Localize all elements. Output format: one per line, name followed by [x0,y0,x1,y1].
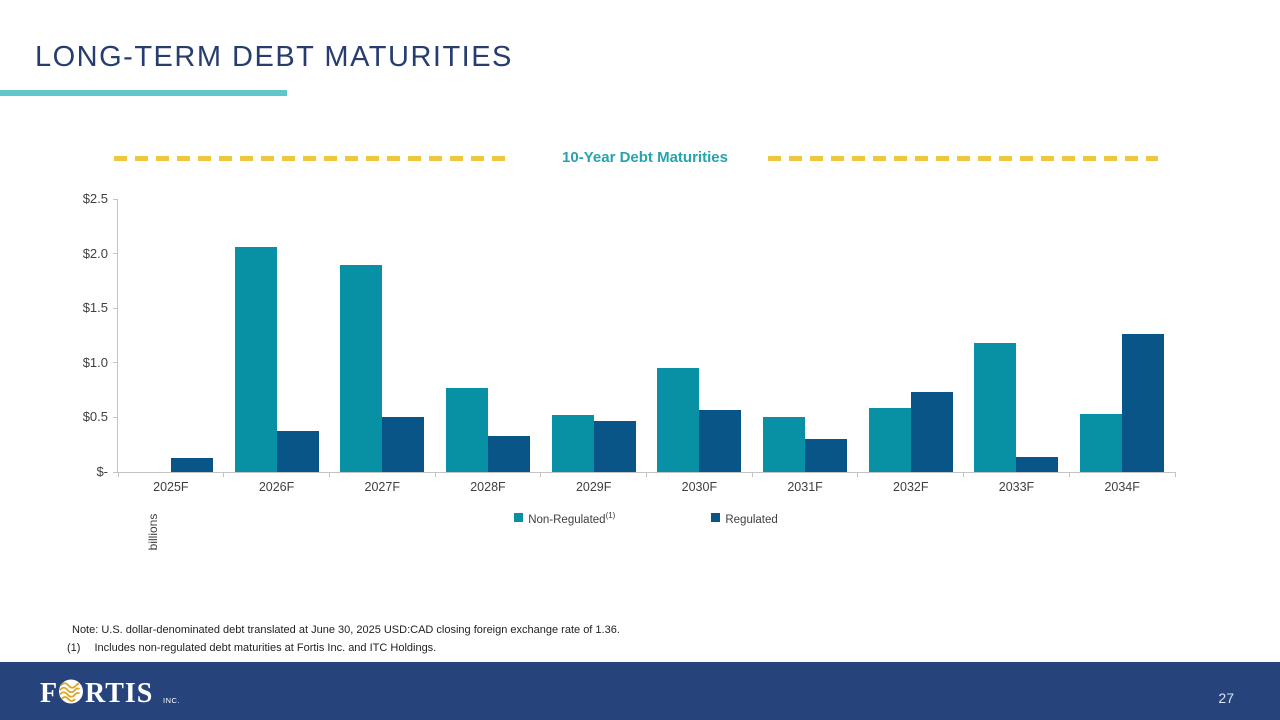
bar-group-2031f [752,199,858,472]
bar-non-regulated-2027f [340,264,383,472]
x-axis-label-2033f: 2033F [998,480,1035,494]
legend-swatch-navy-icon [711,513,721,522]
x-axis-label-2027f: 2027F [364,480,400,494]
x-axis-label-2030f: 2030F [681,480,718,494]
bar-group-2034f [1069,199,1175,472]
bar-group-2030f [647,199,753,472]
bar-regulated-2026f [276,430,319,472]
x-axis-tick-mark [751,472,753,477]
legend-label: Regulated [725,513,778,526]
x-axis-tick-mark [646,472,647,477]
svg-text:RTIS: RTIS [85,678,153,709]
legend-swatch-teal-icon [514,513,524,522]
x-axis-label-2034f: 2034F [1104,480,1140,494]
bar-regulated-2025f [170,457,213,472]
svg-text:INC.: INC. [163,696,180,705]
legend-item-non-regulated: Non-Regulated(1) [514,511,615,526]
x-axis-label-2026f: 2026F [258,480,295,494]
y-axis-tick-label: $2.5 [82,191,108,206]
bar-non-regulated-2032f [868,407,911,472]
x-axis-label-2032f: 2032F [893,480,929,494]
bar-regulated-2034f [1122,334,1165,472]
legend-label: Non-Regulated(1) [528,511,616,526]
x-axis-labels: 2025F 2026F 2027F 2028F 2029F 2030F 2031F 2032F… [118,480,1175,494]
bar-non-regulated-2029f [551,415,594,472]
y-axis-tick-mark [113,253,118,255]
legend: Non-Regulated(1) Regulated [117,511,1175,526]
y-axis-tick-label: $1.5 [82,300,108,316]
bar-group-2029f [541,199,647,472]
legend-item-regulated: Regulated [711,511,778,526]
x-axis-tick-mark [540,472,542,477]
bar-group-2027f [329,199,435,472]
y-axis-tick-label: $1.0 [82,354,108,370]
bar-non-regulated-2026f [234,247,277,472]
bar-non-regulated-2030f [657,368,700,472]
bar-group-2026f [224,199,330,472]
y-axis-tick-label: $2.0 [82,245,108,261]
y-axis-tick-mark [113,362,118,364]
fortis-logo: F RTIS INC. [40,678,180,709]
footnote-1: (1) Includes non-regulated debt maturitie… [67,642,437,654]
page-title: LONG-TERM DEBT MATURITIES [35,41,513,73]
title-accent-bar [0,90,287,96]
y-axis-tick-mark [113,471,118,473]
bar-non-regulated-2028f [445,387,488,472]
footer-bar: F RTIS INC. 27 [0,662,1280,720]
bar-group-2032f [858,199,964,472]
bar-series-container [118,199,1175,472]
bar-regulated-2027f [382,417,425,472]
dashed-line-right [768,156,1158,161]
svg-text:F: F [40,678,58,709]
y-axis-tick-mark [113,416,118,418]
x-axis-label-2029f: 2029F [575,480,612,494]
page-number: 27 [1218,690,1234,706]
bar-group-2028f [435,199,541,472]
x-axis-tick-mark [963,472,965,477]
plot-area: billions 2025F 2026F 2027F 2028F 2029F 2030F 2… [83,191,1176,550]
dashed-line-left [114,156,511,161]
bar-regulated-2029f [593,420,636,472]
note-exchange-rate: Note: U.S. dollar-denominated debt trans… [72,624,620,636]
bar-regulated-2030f [699,409,742,472]
x-axis-tick-mark [434,472,436,477]
fortis-logo-wave-icon [59,679,83,704]
x-axis-tick-mark [1068,472,1070,477]
x-axis-tick-mark [328,472,330,477]
x-axis-label-2031f: 2031F [787,480,823,494]
x-axis-label-2025f: 2025F [153,480,189,494]
y-axis-tick-mark [113,198,118,200]
bar-non-regulated-2031f [763,417,806,472]
y-axis-tick-mark [113,307,118,309]
bar-group-2025f [118,199,224,472]
bar-regulated-2032f [910,392,953,472]
bar-non-regulated-2033f [974,343,1017,472]
y-axis-title: billions [146,513,160,551]
y-axis-tick-label: $0.5 [82,409,108,425]
x-axis-tick-mark [117,472,119,477]
x-axis-tick-mark [857,472,859,477]
bar-regulated-2031f [805,439,848,472]
bar-regulated-2033f [1016,456,1059,472]
bar-non-regulated-2034f [1080,414,1123,472]
y-axis-tick-label: $- [96,464,108,479]
bar-regulated-2028f [487,435,530,472]
footnote-marker: (1) [67,642,81,654]
chart-title: 10-Year Debt Maturities [562,149,728,166]
bar-group-2033f [964,199,1070,472]
x-axis-label-2028f: 2028F [470,480,506,494]
x-axis-tick-mark [223,472,225,477]
x-axis-tick-mark [1174,472,1176,477]
